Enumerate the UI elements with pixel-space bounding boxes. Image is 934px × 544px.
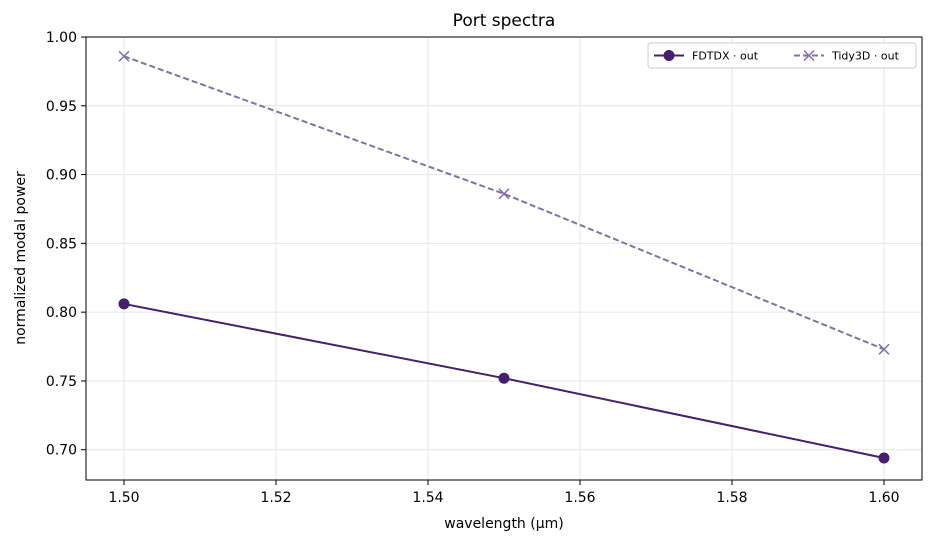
plot-frame [85,36,923,481]
y-tick-label: 0.80 [46,305,77,321]
grid [86,36,922,480]
y-tick-label: 0.95 [46,99,77,115]
series-2 [118,50,890,355]
x-marker-stroke [498,188,510,200]
y-tick-label: 0.85 [46,236,77,252]
data-point [118,298,130,310]
data-point [878,343,890,355]
x-marker-stroke [803,49,815,62]
legend-entry: Tidy3D · out [794,50,900,63]
legend-entry: FDTDX · out [654,50,759,63]
y-tick-label: 0.75 [46,374,77,390]
chart-title: Port spectra [453,11,556,31]
x-tick-label: 1.52 [260,490,291,506]
series-1 [118,298,890,464]
legend-box [647,42,917,69]
x-marker-stroke [118,50,130,62]
legend: FDTDX · out Tidy3D · out [647,42,917,69]
x-axis-ticks: 1.50 1.52 1.54 1.56 1.58 1.60 [108,480,900,506]
plot-series [118,50,890,464]
y-tick-label: 0.90 [46,168,77,184]
x-axis-label: wavelength (µm) [444,516,563,532]
x-tick-label: 1.54 [412,490,443,506]
legend-marker [803,49,815,62]
x-tick-label: 1.60 [868,490,899,506]
series-line [123,55,885,351]
y-axis-ticks: 0.70 0.75 0.80 0.85 0.90 0.95 1.00 [46,30,86,459]
x-tick-label: 1.58 [716,490,747,506]
data-point [498,372,510,384]
legend-label: FDTDX · out [692,50,759,63]
legend-marker [663,50,675,61]
data-point [118,50,130,62]
y-tick-label: 1.00 [46,30,77,46]
x-tick-label: 1.50 [108,490,139,506]
data-point [878,452,890,464]
x-marker-stroke [878,343,890,355]
data-point [498,188,510,200]
y-tick-label: 0.70 [46,443,77,459]
y-axis-label: normalized modal power [13,171,29,345]
x-tick-label: 1.56 [564,490,595,506]
legend-label: Tidy3D · out [831,50,900,63]
